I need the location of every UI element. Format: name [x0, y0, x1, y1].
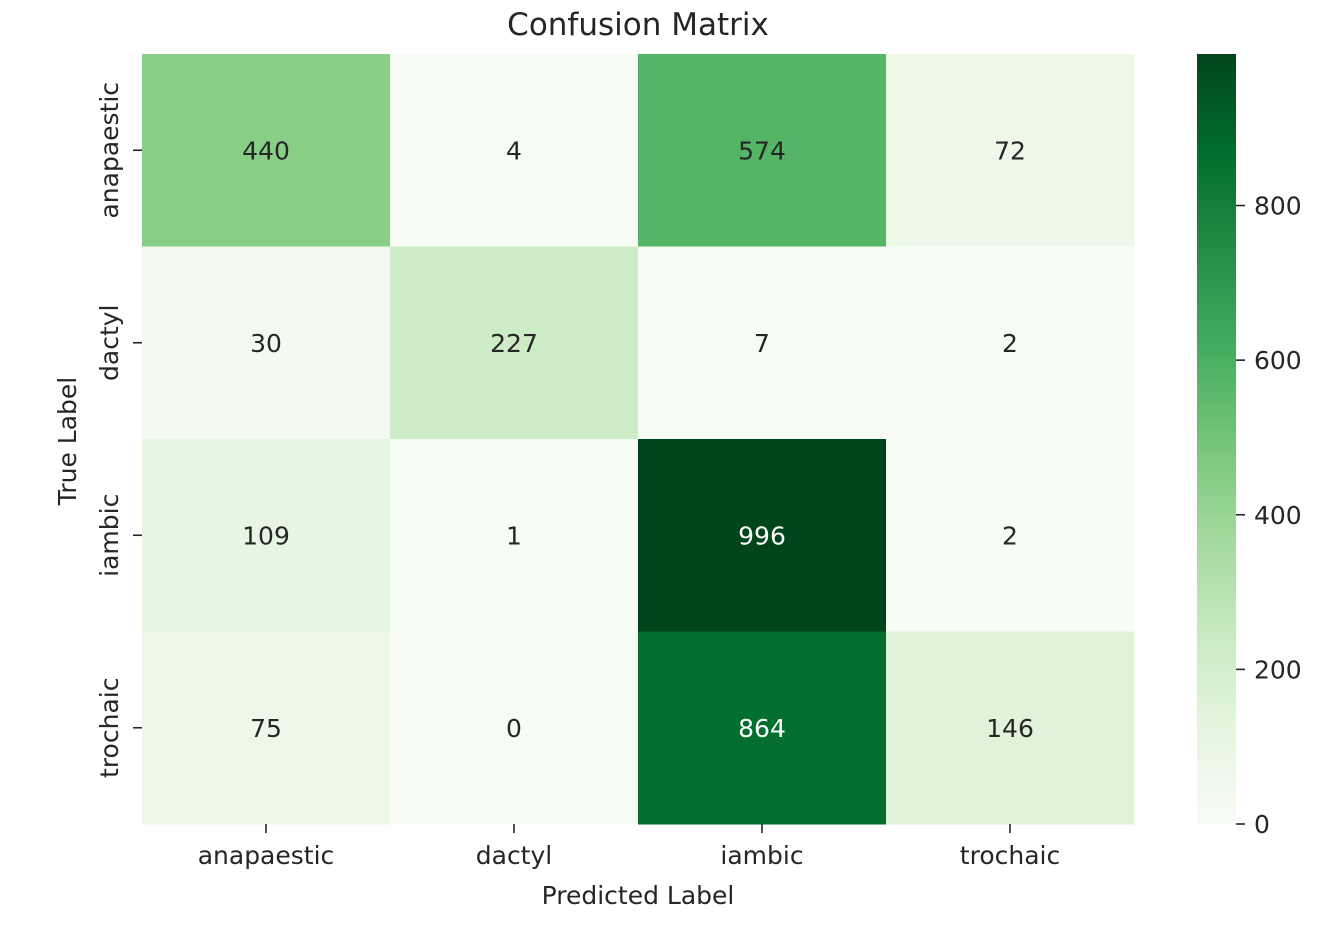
cell-value-label: 996: [738, 521, 786, 550]
cell-value-label: 1: [506, 521, 522, 550]
y-axis-label: True Label: [53, 377, 82, 507]
heatmap-cell: [638, 631, 887, 825]
colorbar-tick-label: 200: [1254, 655, 1302, 684]
colorbar-tick-label: 400: [1254, 501, 1302, 530]
colorbar-axis: 0 200 400 600 800: [1236, 192, 1302, 839]
x-axis: anapaestic dactyl iambic trochaic: [198, 824, 1060, 870]
heatmap-cell: [638, 246, 887, 440]
heatmap-cell: [142, 54, 391, 247]
heatmap-cell: [886, 631, 1135, 825]
heatmap-cell: [390, 246, 639, 440]
colorbar-tick-label: 600: [1254, 346, 1302, 375]
x-tick-label: dactyl: [476, 841, 552, 870]
heatmap-cell: [390, 439, 639, 632]
y-tick-label: anapaestic: [95, 82, 124, 219]
heatmap-cell: [638, 439, 887, 632]
cell-value-label: 7: [754, 329, 770, 358]
y-tick-label: iambic: [95, 494, 124, 577]
x-tick-label: trochaic: [960, 841, 1060, 870]
cell-value-label: 2: [1002, 521, 1018, 550]
cell-value-label: 574: [738, 136, 786, 165]
cell-value-label: 75: [250, 714, 282, 743]
heatmap-cell: [142, 439, 391, 632]
y-tick-label: dactyl: [95, 305, 124, 381]
x-tick-label: anapaestic: [198, 841, 335, 870]
cell-value-label: 30: [250, 329, 282, 358]
x-axis-label: Predicted Label: [542, 881, 735, 910]
cell-value-label: 2: [1002, 329, 1018, 358]
cell-value-label: 146: [986, 714, 1034, 743]
colorbar-tick-label: 0: [1254, 810, 1270, 839]
cell-value-label: 864: [738, 714, 786, 743]
cell-value-label: 4: [506, 136, 522, 165]
heatmap-cell: [390, 631, 639, 825]
heatmap-cell: [142, 246, 391, 440]
cell-value-label: 109: [242, 521, 290, 550]
cell-value-label: 72: [994, 136, 1026, 165]
heatmap-cell: [886, 246, 1135, 440]
colorbar: [1197, 54, 1236, 824]
cell-value-label: 227: [490, 329, 538, 358]
heatmap-cell: [886, 439, 1135, 632]
chart-title: Confusion Matrix: [507, 7, 769, 43]
x-tick-label: iambic: [720, 841, 803, 870]
heatmap-cell: [142, 631, 391, 825]
colorbar-tick-label: 800: [1254, 192, 1302, 221]
heatmap-cell: [638, 54, 887, 247]
heatmap-cell: [390, 54, 639, 247]
y-axis: anapaestic dactyl iambic trochaic: [95, 82, 142, 778]
cell-value-label: 440: [242, 136, 290, 165]
y-tick-label: trochaic: [95, 678, 124, 778]
cell-value-label: 0: [506, 714, 522, 743]
heatmap-cell: [886, 54, 1135, 247]
